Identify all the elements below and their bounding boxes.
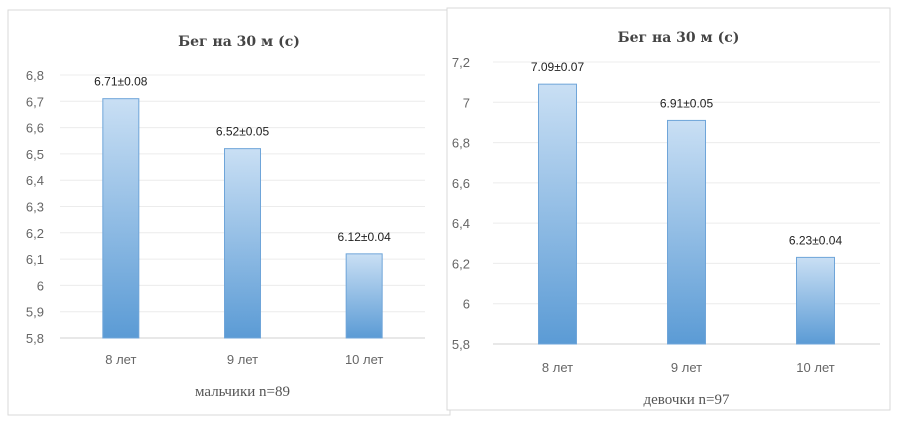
y-tick-label: 5,8	[452, 337, 470, 352]
y-tick-label: 6,5	[26, 147, 44, 162]
x-tick-label: 9 лет	[227, 352, 258, 367]
x-axis-label: девочки n=97	[644, 392, 730, 408]
y-tick-label: 6,2	[26, 226, 44, 241]
y-tick-label: 6,4	[26, 173, 44, 188]
y-tick-label: 5,9	[26, 305, 44, 320]
y-tick-label: 6,3	[26, 200, 44, 215]
y-tick-label: 6,1	[26, 252, 44, 267]
chart-panel-1: 5,8 5,9 6 6,1 6,2 6,3 6,4 6,5 6,6 6,7 6,8 6.71±0.08…	[7, 9, 451, 416]
x-tick-label: 8 лет	[105, 352, 136, 367]
chart-title: Бег на 30 м (с)	[618, 30, 740, 46]
y-tick-label: 6,8	[26, 68, 44, 83]
bar-1	[102, 98, 140, 339]
x-axis-label: мальчики n=89	[195, 384, 290, 400]
x-tick-label: 10 лет	[796, 360, 834, 375]
chart-title: Бег на 30 м (с)	[178, 34, 300, 50]
data-label: 7.09±0.07	[531, 60, 585, 74]
y-tick-label: 5,8	[26, 331, 44, 346]
x-tick-label: 9 лет	[671, 360, 702, 375]
y-tick-label: 6,2	[452, 256, 470, 271]
data-label: 6.71±0.08	[94, 75, 148, 89]
y-tick-label: 6	[37, 278, 44, 293]
bar-1	[538, 83, 577, 345]
y-tick-label: 6,7	[26, 94, 44, 109]
y-tick-label: 6,6	[26, 121, 44, 136]
data-label: 6.91±0.05	[660, 96, 714, 110]
y-tick-label: 7	[463, 95, 470, 110]
data-label: 6.52±0.05	[216, 125, 270, 139]
x-tick-label: 8 лет	[542, 360, 573, 375]
bar-3	[796, 256, 835, 345]
y-tick-label: 6,8	[452, 136, 470, 151]
bar-2	[224, 148, 261, 339]
bar-3	[345, 253, 383, 339]
data-label: 6.12±0.04	[338, 230, 392, 244]
y-tick-label: 6,4	[452, 216, 470, 231]
y-tick-label: 7,2	[452, 55, 470, 70]
chart-panel-2: 5,8 6 6,2 6,4 6,6 6,8 7 7,2 7.09±0.07 8 лет 6.91±0…	[446, 7, 891, 411]
y-tick-label: 6,6	[452, 176, 470, 191]
bar-2	[667, 119, 706, 345]
x-tick-label: 10 лет	[345, 352, 383, 367]
data-label: 6.23±0.04	[789, 233, 843, 247]
y-tick-label: 6	[463, 297, 470, 312]
